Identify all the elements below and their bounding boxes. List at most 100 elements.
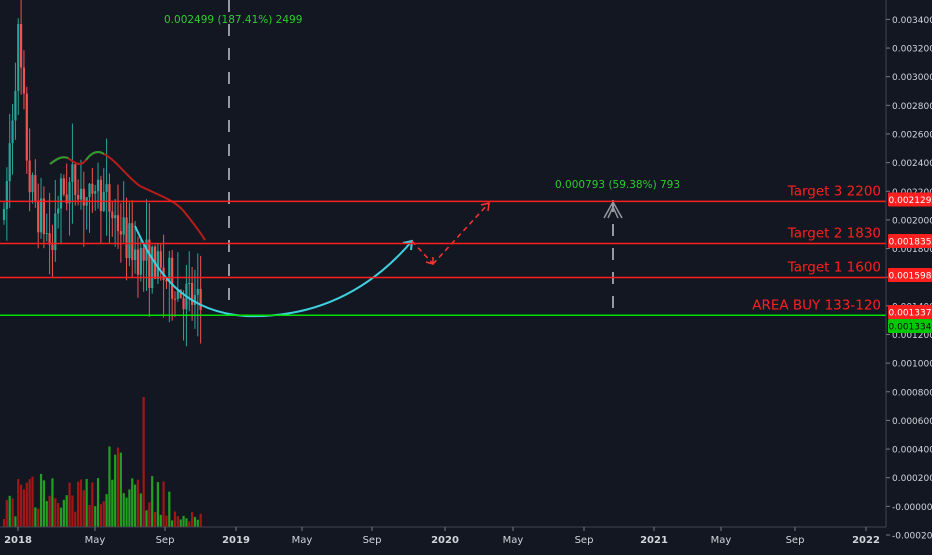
horizontal-line-label: AREA BUY 133-120 xyxy=(752,297,881,313)
candle-body xyxy=(193,294,197,305)
candle-body xyxy=(196,288,199,295)
candle-body xyxy=(139,247,142,275)
candle-body xyxy=(54,213,57,251)
price-tick-label: 0.002800 xyxy=(892,102,932,112)
candle-body xyxy=(17,24,20,91)
price-tick-label: 0.001000 xyxy=(892,360,932,370)
time-tick-label: May xyxy=(292,535,313,546)
time-tick-label: 2021 xyxy=(640,535,668,546)
volume-bar xyxy=(182,515,185,527)
candle-body xyxy=(59,178,63,209)
volume-bar xyxy=(20,484,23,527)
time-tick-label: 2019 xyxy=(222,535,250,546)
volume-bar xyxy=(34,507,37,527)
dashed-arrow-up xyxy=(480,202,490,212)
candle-body xyxy=(28,160,31,193)
candle-body xyxy=(119,231,122,235)
candle-body xyxy=(65,194,68,204)
candle-body xyxy=(134,249,137,261)
price-tags-layer: 0.002129 0.001835 0.001598 0.001337 0.001334 xyxy=(888,192,932,333)
price-tick-label: 0.000800 xyxy=(892,388,932,398)
volume-layer xyxy=(2,397,202,527)
volume-bar xyxy=(17,479,20,527)
candle-body xyxy=(122,217,125,235)
candle-body xyxy=(131,223,134,261)
volume-bar xyxy=(51,478,54,527)
candle-body xyxy=(136,249,140,275)
candle-body xyxy=(142,247,145,261)
measurement-label: 0.000793 (59.38%) 793 xyxy=(555,179,680,191)
volume-bar xyxy=(79,479,83,527)
candle-body xyxy=(31,175,34,193)
volume-bar xyxy=(185,518,188,527)
candle-body xyxy=(151,246,154,289)
volume-bar xyxy=(91,482,94,527)
volume-bar xyxy=(71,495,74,527)
time-tick-label: Sep xyxy=(575,535,594,546)
candle-body xyxy=(182,298,185,310)
time-tick-label: Sep xyxy=(156,535,175,546)
volume-bar xyxy=(88,504,91,527)
volume-bar xyxy=(5,499,8,527)
candle-body xyxy=(105,184,108,192)
volume-bar xyxy=(8,495,11,527)
price-tick-label: -0.000000 xyxy=(892,503,932,513)
volume-bar xyxy=(173,511,177,527)
price-tag-label: 0.001334 xyxy=(889,323,932,333)
candle-body xyxy=(96,179,100,192)
candle-body xyxy=(22,67,26,94)
candle-body xyxy=(176,289,179,300)
candle-body xyxy=(156,251,159,279)
candle-body xyxy=(188,282,191,284)
candle-body xyxy=(82,188,85,206)
volume-bar xyxy=(128,489,131,527)
volume-bar xyxy=(134,484,137,527)
annotation-labels-layer: Target 3 2200 Target 2 1830 Target 1 1600 A… xyxy=(164,14,881,313)
candle-body xyxy=(179,289,182,299)
volume-bar xyxy=(139,493,142,527)
candle-body xyxy=(125,217,128,259)
volume-bar xyxy=(85,478,88,527)
volume-bar xyxy=(156,482,159,527)
volume-bar xyxy=(42,480,45,527)
volume-bar xyxy=(179,519,182,527)
volume-bar xyxy=(191,512,194,527)
time-tick-label: Sep xyxy=(786,535,805,546)
volume-bar xyxy=(136,479,140,527)
candle-body xyxy=(34,175,37,201)
horizontal-line-label: Target 2 1830 xyxy=(787,226,881,242)
candle-body xyxy=(57,208,60,214)
time-tick-label: 2018 xyxy=(4,535,32,546)
volume-bar xyxy=(99,504,102,527)
candle-body xyxy=(159,251,162,268)
candle-body xyxy=(91,183,94,194)
candle-body xyxy=(116,215,120,232)
drawings-layer xyxy=(49,0,623,318)
candle-body xyxy=(71,164,74,182)
candle-body xyxy=(14,90,17,121)
volume-bar xyxy=(96,478,100,527)
candle-body xyxy=(114,215,117,219)
price-tick-label: 0.001800 xyxy=(892,245,932,255)
horizontal-line-label: Target 1 1600 xyxy=(787,259,881,275)
price-tag xyxy=(888,319,932,333)
volume-bar xyxy=(193,516,197,527)
volume-bar xyxy=(2,518,6,527)
candle-body xyxy=(68,181,71,204)
volume-bar xyxy=(57,503,60,527)
volume-bar xyxy=(145,510,148,527)
volume-bar xyxy=(131,478,134,527)
volume-bar xyxy=(31,476,34,527)
candle-body xyxy=(11,120,14,144)
volume-bar xyxy=(162,481,165,527)
volume-bar xyxy=(62,499,65,527)
price-tag-label: 0.002129 xyxy=(889,196,932,206)
volume-bar xyxy=(108,446,111,527)
measurement-label: 0.002499 (187.41%) 2499 xyxy=(164,14,302,26)
time-tick-label: 2020 xyxy=(431,535,459,546)
volume-bar xyxy=(142,397,145,527)
candle-body xyxy=(42,198,45,234)
price-tick-label: 0.000200 xyxy=(892,474,932,484)
